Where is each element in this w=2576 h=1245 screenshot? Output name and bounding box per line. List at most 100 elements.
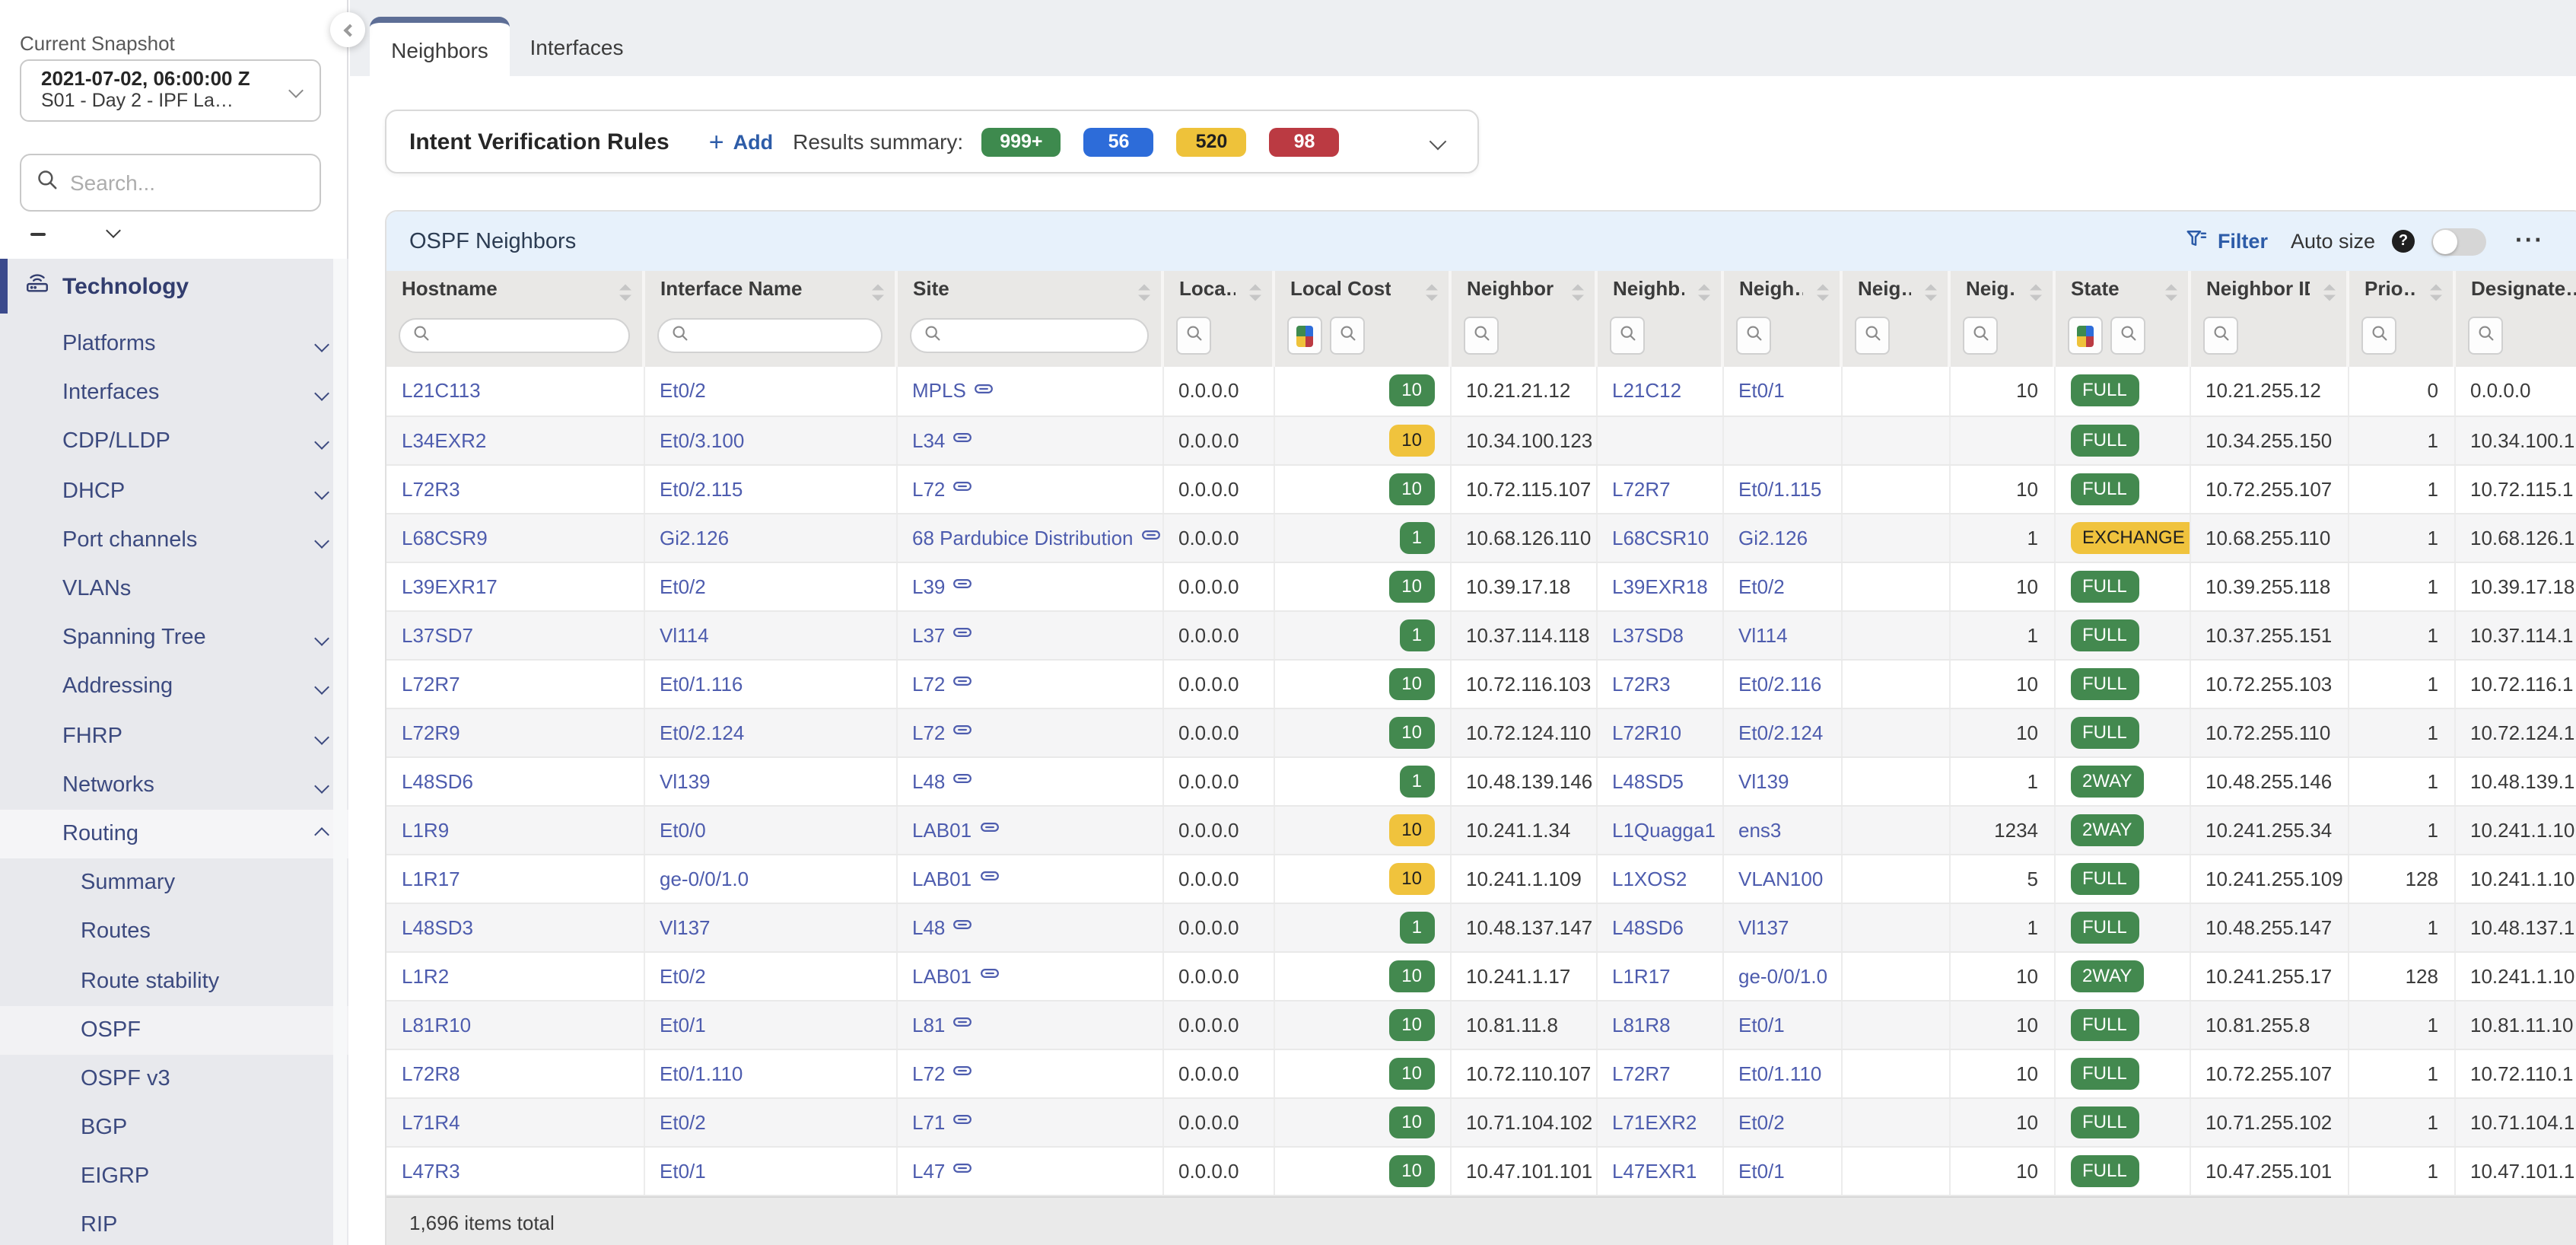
iface-link[interactable]: Vl114 — [660, 623, 709, 646]
sidebar-item-cdp-lldp[interactable]: CDP/LLDP — [0, 418, 348, 466]
sidebar-section-technology[interactable]: Technology — [0, 259, 348, 314]
iface-link[interactable]: Vl139 — [660, 769, 711, 792]
iface-link[interactable]: Vl137 — [660, 915, 711, 938]
intent-expand-button[interactable] — [1429, 128, 1447, 155]
tab-neighbors[interactable]: Neighbors — [370, 17, 510, 76]
n_iface-link[interactable]: Et0/2 — [1738, 1110, 1785, 1133]
sidebar-item-bgp[interactable]: BGP — [0, 1103, 348, 1152]
n_iface-link[interactable]: Et0/2.116 — [1738, 672, 1822, 695]
sidebar-item-spanning-tree[interactable]: Spanning Tree — [0, 613, 348, 662]
iface-link[interactable]: Et0/2.124 — [660, 721, 745, 743]
n_iface-link[interactable]: Et0/1.115 — [1738, 477, 1822, 500]
filter-text-field[interactable] — [440, 325, 616, 346]
sidebar-item-fhrp[interactable]: FHRP — [0, 712, 348, 760]
sidebar-item-dhcp[interactable]: DHCP — [0, 466, 348, 515]
sidebar-item-vlans[interactable]: VLANs — [0, 565, 348, 613]
hostname-link[interactable]: L48SD6 — [402, 769, 473, 792]
n_host-link[interactable]: L37SD8 — [1612, 623, 1684, 646]
column-header-iface[interactable]: Interface Name — [644, 271, 898, 314]
iface-link[interactable]: ge-0/0/1.0 — [660, 867, 749, 890]
site-link[interactable]: L72 — [912, 672, 946, 695]
site-link[interactable]: L81 — [912, 1013, 946, 1036]
more-options-button[interactable]: ··· — [2515, 228, 2544, 253]
filter-search-button-n_cost[interactable] — [1963, 317, 1998, 355]
iface-link[interactable]: Et0/1.110 — [660, 1062, 743, 1084]
site-link[interactable]: 68 Pardubice Distribution — [912, 526, 1134, 549]
sidebar-item-rip[interactable]: RIP — [0, 1202, 348, 1245]
sidebar-item-port-channels[interactable]: Port channels — [0, 516, 348, 565]
column-header-state[interactable]: State — [2054, 271, 2191, 314]
hostname-link[interactable]: L1R9 — [402, 818, 450, 841]
filter-color-button-state[interactable] — [2068, 317, 2103, 355]
iface-link[interactable]: Et0/1 — [660, 1159, 706, 1182]
sidebar-item-addressing[interactable]: Addressing — [0, 663, 348, 712]
sidebar-collapse-button[interactable] — [330, 12, 365, 47]
hostname-link[interactable]: L1R17 — [402, 867, 460, 890]
filter-search-button-prio[interactable] — [2361, 317, 2396, 355]
site-link[interactable]: L72 — [912, 477, 946, 500]
column-header-n_cost[interactable]: Neig… — [1949, 271, 2056, 314]
iface-link[interactable]: Et0/2 — [660, 379, 706, 403]
n_host-link[interactable]: L72R10 — [1612, 721, 1682, 743]
site-link[interactable]: LAB01 — [912, 867, 972, 890]
hostname-link[interactable]: L68CSR9 — [402, 526, 488, 549]
hostname-link[interactable]: L71R4 — [402, 1110, 460, 1133]
filter-button[interactable]: Filter — [2186, 226, 2268, 256]
filter-search-button-n_iface[interactable] — [1736, 317, 1771, 355]
hostname-link[interactable]: L21C113 — [402, 379, 481, 403]
site-link[interactable]: L37 — [912, 623, 946, 646]
snapshot-select[interactable]: 2021-07-02, 06:00:00 Z S01 - Day 2 - IPF… — [20, 59, 321, 122]
n_host-link[interactable]: L39EXR18 — [1612, 575, 1708, 597]
filter-search-button-n_id[interactable] — [2203, 317, 2238, 355]
hostname-link[interactable]: L72R3 — [402, 477, 460, 500]
filter-search-button-n_host[interactable] — [1610, 317, 1645, 355]
filter-search-button-dr[interactable] — [2468, 317, 2503, 355]
site-link[interactable]: LAB01 — [912, 964, 972, 987]
hostname-link[interactable]: L72R8 — [402, 1062, 460, 1084]
site-link[interactable]: L47 — [912, 1159, 946, 1182]
n_host-link[interactable]: L72R7 — [1612, 1062, 1671, 1084]
sidebar-item-platforms[interactable]: Platforms — [0, 320, 348, 368]
n_iface-link[interactable]: Et0/1 — [1738, 379, 1785, 403]
hostname-link[interactable]: L72R7 — [402, 672, 460, 695]
hostname-link[interactable]: L72R9 — [402, 721, 460, 743]
n_iface-link[interactable]: Et0/2.124 — [1738, 721, 1824, 743]
help-icon[interactable]: ? — [2392, 230, 2415, 253]
filter-input-site[interactable] — [910, 318, 1149, 353]
site-link[interactable]: L39 — [912, 575, 946, 597]
column-header-n_iface[interactable]: Neigh… — [1722, 271, 1843, 314]
add-rule-button[interactable]: + Add — [709, 129, 773, 154]
column-header-hostname[interactable]: Hostname — [386, 271, 645, 314]
hostname-link[interactable]: L1R2 — [402, 964, 450, 987]
n_host-link[interactable]: L72R3 — [1612, 672, 1671, 695]
summary-badge-yellow[interactable]: 520 — [1176, 127, 1247, 156]
iface-link[interactable]: Gi2.126 — [660, 526, 730, 549]
n_host-link[interactable]: L1XOS2 — [1612, 867, 1687, 890]
hostname-link[interactable]: L47R3 — [402, 1159, 460, 1182]
collapsed-item-partial[interactable] — [0, 222, 347, 253]
summary-badge-green[interactable]: 999+ — [981, 127, 1061, 156]
site-link[interactable]: L71 — [912, 1110, 946, 1133]
sidebar-item-ospf[interactable]: OSPF — [0, 1005, 348, 1055]
n_iface-link[interactable]: Vl139 — [1738, 769, 1789, 792]
filter-search-button-n_area[interactable] — [1855, 317, 1890, 355]
hostname-link[interactable]: L48SD3 — [402, 915, 473, 938]
n_iface-link[interactable]: Et0/1.110 — [1738, 1062, 1822, 1084]
n_host-link[interactable]: L71EXR2 — [1612, 1110, 1697, 1133]
filter-search-button-n_ip[interactable] — [1464, 317, 1499, 355]
site-link[interactable]: L48 — [912, 915, 946, 938]
column-header-local_cost[interactable]: Local Cost — [1274, 271, 1452, 314]
filter-search-button-state[interactable] — [2110, 317, 2145, 355]
n_iface-link[interactable]: ge-0/0/1.0 — [1738, 964, 1828, 987]
hostname-link[interactable]: L37SD7 — [402, 623, 473, 646]
site-link[interactable]: L72 — [912, 1062, 946, 1084]
filter-text-field[interactable] — [951, 325, 1135, 346]
column-header-n_ip[interactable]: Neighbor … — [1450, 271, 1598, 314]
n_host-link[interactable]: L1R17 — [1612, 964, 1671, 987]
iface-link[interactable]: Et0/2 — [660, 1110, 706, 1133]
column-header-n_host[interactable]: Neighb… — [1596, 271, 1724, 314]
sidebar-item-networks[interactable]: Networks — [0, 760, 348, 809]
n_host-link[interactable]: L68CSR10 — [1612, 526, 1709, 549]
column-header-dr[interactable]: Designate… — [2454, 271, 2576, 314]
n_iface-link[interactable]: Et0/1 — [1738, 1159, 1785, 1182]
